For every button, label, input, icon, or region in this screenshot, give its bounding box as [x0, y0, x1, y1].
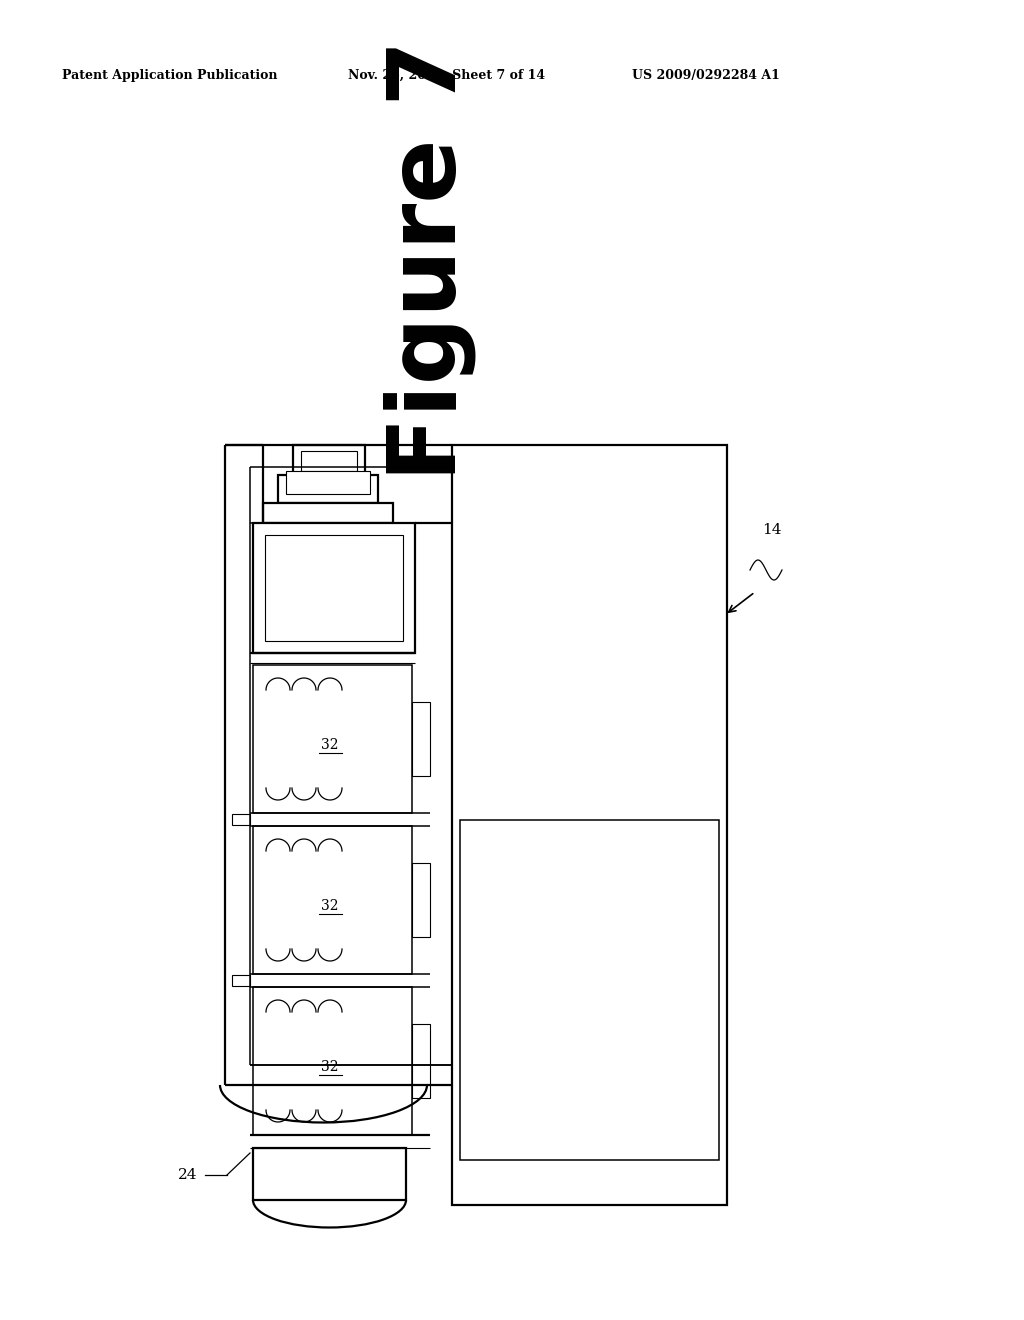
Bar — [452, 445, 727, 1205]
Bar — [232, 975, 250, 986]
Text: Patent Application Publication: Patent Application Publication — [62, 69, 278, 82]
Bar — [253, 987, 412, 1135]
Text: 32: 32 — [321, 899, 338, 913]
Text: US 2009/0292284 A1: US 2009/0292284 A1 — [632, 69, 780, 82]
Text: Nov. 26, 2009  Sheet 7 of 14: Nov. 26, 2009 Sheet 7 of 14 — [348, 69, 545, 82]
Bar — [293, 445, 365, 475]
Bar — [278, 475, 378, 503]
Text: 14: 14 — [762, 523, 781, 537]
Bar — [412, 1024, 430, 1098]
Bar — [412, 702, 430, 776]
Bar — [286, 471, 370, 494]
Text: 32: 32 — [321, 1060, 338, 1074]
Text: 24: 24 — [177, 1168, 197, 1181]
Bar — [412, 863, 430, 937]
Bar — [253, 665, 412, 813]
Text: Figure 7: Figure 7 — [384, 40, 476, 480]
Bar — [232, 814, 250, 825]
Bar — [253, 826, 412, 974]
Bar — [263, 503, 393, 523]
Bar — [265, 535, 403, 642]
Text: 32: 32 — [321, 738, 338, 752]
Bar — [253, 1148, 406, 1200]
Bar — [460, 820, 719, 1160]
Bar — [301, 451, 357, 471]
Bar — [253, 523, 415, 653]
